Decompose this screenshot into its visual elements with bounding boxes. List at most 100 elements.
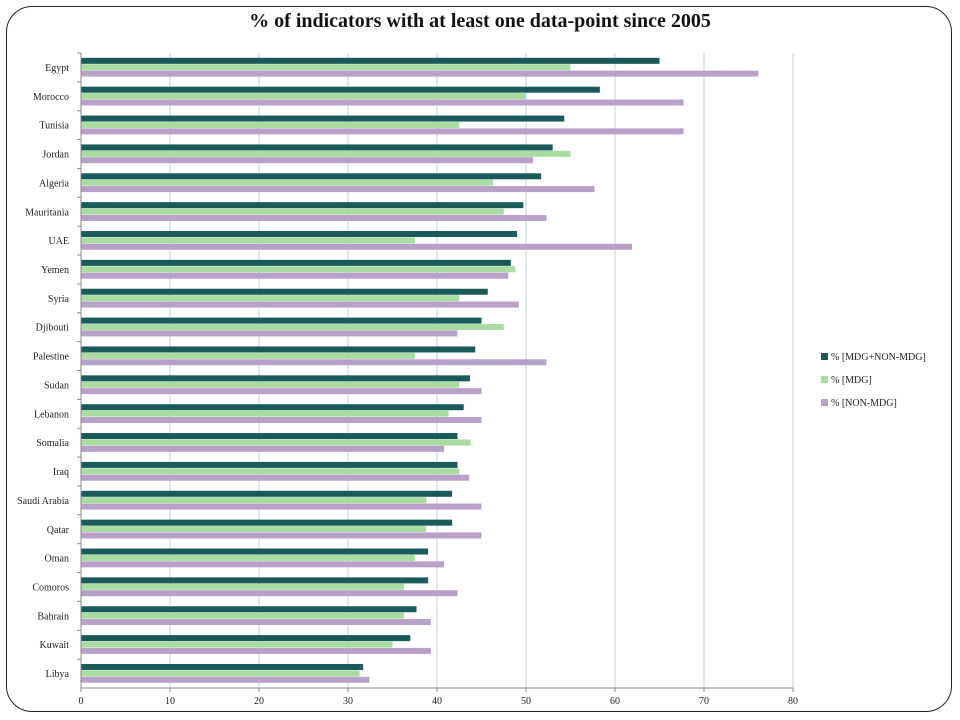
category-label: Syria [48, 294, 70, 305]
bar-tunisia-series-2 [81, 128, 684, 135]
bar-iraq-series-1 [81, 468, 460, 475]
bar-saudi-arabia-series-2 [81, 503, 482, 510]
bar-morocco-series-0 [81, 86, 600, 93]
bar-qatar-series-0 [81, 519, 453, 526]
bar-kuwait-series-2 [81, 647, 431, 654]
category-label: Djibouti [36, 323, 70, 334]
bar-iraq-series-0 [81, 461, 458, 468]
bar-yemen-series-2 [81, 272, 509, 279]
category-label: Bahrain [37, 611, 69, 622]
bar-lebanon-series-0 [81, 404, 464, 411]
category-label: Qatar [47, 525, 70, 536]
x-tick-label: 80 [788, 696, 798, 707]
x-tick-label: 30 [343, 696, 353, 707]
bar-tunisia-series-0 [81, 115, 565, 122]
bar-egypt-series-1 [81, 64, 571, 71]
legend-label: % [NON-MDG] [831, 398, 897, 409]
chart-title: % of indicators with at least one data-p… [249, 10, 711, 32]
x-tick-label: 0 [79, 696, 84, 707]
legend-swatch [821, 399, 828, 406]
bar-kuwait-series-1 [81, 641, 393, 648]
bar-uae-series-1 [81, 237, 415, 244]
bar-yemen-series-1 [81, 266, 516, 273]
bar-qatar-series-2 [81, 532, 482, 539]
bar-comoros-series-1 [81, 583, 405, 590]
category-label: Iraq [53, 467, 69, 478]
bar-iraq-series-2 [81, 474, 470, 481]
category-label: Comoros [32, 582, 69, 593]
bar-sudan-series-1 [81, 381, 460, 388]
bar-lebanon-series-2 [81, 416, 482, 423]
bar-mauritania-series-0 [81, 202, 524, 209]
legend-label: % [MDG] [831, 375, 872, 386]
bar-oman-series-0 [81, 548, 429, 555]
category-label: Mauritania [25, 207, 69, 218]
x-tick-label: 70 [699, 696, 709, 707]
legend-label: % [MDG+NON-MDG] [831, 352, 926, 363]
category-label: Morocco [33, 92, 69, 103]
x-tick-label: 50 [521, 696, 531, 707]
category-label: Algeria [39, 178, 70, 189]
bar-uae-series-2 [81, 243, 632, 250]
x-tick-label: 60 [610, 696, 620, 707]
bar-algeria-series-1 [81, 179, 494, 186]
bar-somalia-series-2 [81, 445, 445, 452]
bar-algeria-series-0 [81, 173, 542, 180]
category-label: Jordan [42, 150, 69, 161]
category-label: Oman [45, 554, 69, 565]
bar-kuwait-series-0 [81, 635, 411, 642]
bar-saudi-arabia-series-0 [81, 490, 453, 497]
bar-morocco-series-1 [81, 93, 526, 100]
bar-comoros-series-2 [81, 590, 458, 597]
bar-yemen-series-0 [81, 259, 511, 266]
category-label: Lebanon [34, 409, 69, 420]
axis-layer: Egypt Morocco Tunisia Jordan Algeria Mauritan… [17, 52, 798, 707]
category-label: Egypt [45, 63, 69, 74]
bar-sudan-series-2 [81, 388, 482, 395]
bar-syria-series-2 [81, 301, 519, 308]
bar-bahrain-series-2 [81, 619, 431, 626]
category-label: Libya [46, 669, 70, 680]
legend: % [MDG+NON-MDG] % [MDG] % [NON-MDG] [821, 352, 926, 409]
bar-oman-series-1 [81, 554, 415, 561]
bar-jordan-series-1 [81, 150, 571, 157]
x-tick-label: 10 [165, 696, 175, 707]
bar-palestine-series-1 [81, 352, 415, 359]
bar-saudi-arabia-series-1 [81, 497, 427, 504]
bar-libya-series-1 [81, 670, 360, 677]
category-label: Tunisia [39, 121, 69, 132]
bar-lebanon-series-1 [81, 410, 449, 417]
bar-somalia-series-0 [81, 433, 458, 440]
bar-bahrain-series-1 [81, 612, 405, 619]
category-label: Sudan [44, 380, 69, 391]
bar-bahrain-series-0 [81, 606, 417, 613]
bar-djibouti-series-2 [81, 330, 458, 337]
bar-jordan-series-0 [81, 144, 553, 151]
bar-morocco-series-2 [81, 99, 684, 106]
bar-uae-series-0 [81, 231, 518, 238]
bar-mauritania-series-2 [81, 214, 547, 221]
bar-syria-series-1 [81, 295, 460, 302]
bar-libya-series-0 [81, 663, 364, 670]
bar-djibouti-series-0 [81, 317, 482, 324]
category-label: Palestine [33, 352, 70, 363]
bar-comoros-series-0 [81, 577, 429, 584]
bar-qatar-series-1 [81, 526, 427, 533]
x-tick-label: 40 [432, 696, 442, 707]
bar-sudan-series-0 [81, 375, 470, 382]
bar-palestine-series-2 [81, 359, 547, 366]
bar-libya-series-2 [81, 676, 370, 683]
x-tick-label: 20 [254, 696, 264, 707]
bar-somalia-series-1 [81, 439, 471, 446]
bar-syria-series-0 [81, 288, 488, 295]
bar-egypt-series-0 [81, 57, 660, 64]
bar-tunisia-series-1 [81, 121, 460, 128]
bar-palestine-series-0 [81, 346, 476, 353]
legend-swatch [821, 353, 828, 360]
category-label: Saudi Arabia [17, 496, 69, 507]
bar-oman-series-2 [81, 561, 445, 568]
bars-layer [81, 57, 759, 683]
bar-djibouti-series-1 [81, 324, 504, 331]
category-label: Somalia [36, 438, 69, 449]
